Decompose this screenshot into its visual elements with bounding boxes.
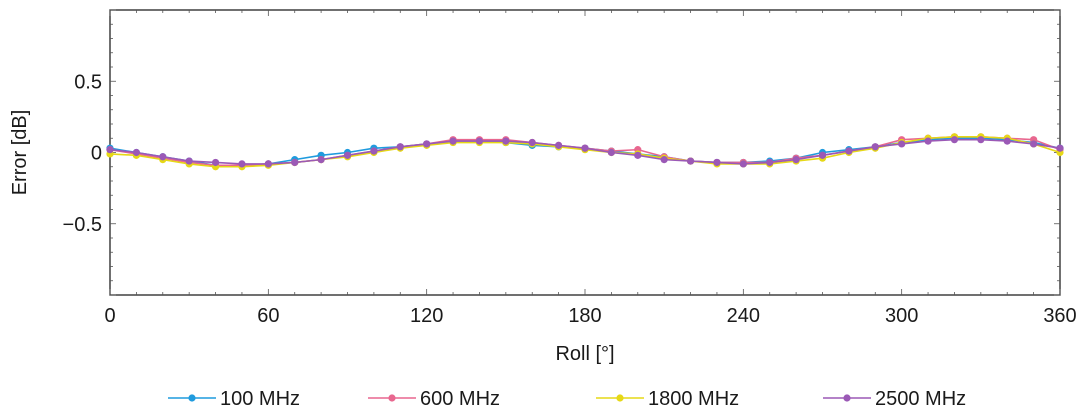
legend-label: 600 MHz [420, 388, 500, 410]
legend-item: 2500 MHz [823, 388, 966, 410]
legend-swatch-marker [843, 394, 851, 402]
data-point [1056, 144, 1064, 152]
data-point [475, 137, 484, 145]
x-tick-label: 300 [885, 305, 918, 327]
y-tick-label: −0.5 [63, 214, 102, 236]
x-tick-label: 0 [104, 305, 115, 327]
data-point [845, 147, 853, 155]
data-point [502, 137, 510, 145]
data-point [1030, 140, 1038, 148]
data-point [1003, 137, 1011, 145]
legend-swatch-marker [388, 394, 396, 402]
legend: 100 MHz 600 MHz 1800 MHz 2500 MHz [168, 388, 966, 410]
x-tick-label: 240 [727, 305, 760, 327]
data-point [370, 147, 378, 155]
data-point [106, 146, 114, 154]
y-tick-label: 0.5 [74, 71, 102, 93]
data-point [343, 151, 352, 159]
data-point [713, 158, 721, 167]
y-tick-label: 0 [91, 143, 102, 165]
legend-swatch-marker [188, 394, 196, 402]
data-point [871, 143, 879, 151]
data-point [660, 156, 668, 164]
data-point [555, 141, 563, 149]
y-axis-title: Error [dB] [9, 110, 31, 196]
legend-item: 100 MHz [168, 388, 300, 410]
series-layer [106, 133, 1064, 171]
legend-item: 600 MHz [368, 388, 500, 410]
legend-item: 1800 MHz [596, 388, 739, 410]
data-point [185, 157, 193, 165]
data-point [686, 157, 695, 165]
data-point [317, 156, 325, 164]
data-point [396, 143, 404, 151]
data-point [977, 136, 985, 144]
data-point [924, 137, 932, 145]
data-point [739, 160, 747, 168]
x-tick-label: 60 [257, 305, 279, 327]
data-point [132, 148, 140, 157]
data-point [818, 151, 827, 159]
data-point [607, 148, 615, 157]
x-axis-title: Roll [°] [555, 343, 614, 365]
data-point [291, 158, 299, 167]
data-point [898, 140, 906, 148]
data-point [211, 158, 220, 167]
x-tick-label: 180 [568, 305, 601, 327]
data-point [159, 153, 167, 161]
data-point [528, 138, 536, 147]
legend-swatch-marker [616, 394, 624, 402]
tick-labels: 0 60 120 180 240 300 360 −0.5 0 0.5 [63, 71, 1077, 327]
legend-label: 100 MHz [220, 388, 300, 410]
data-point [634, 151, 642, 159]
series-2500-mhz [106, 136, 1064, 168]
data-point [423, 140, 431, 148]
x-tick-label: 360 [1043, 305, 1076, 327]
data-point [449, 137, 457, 145]
data-point [238, 160, 246, 168]
legend-label: 2500 MHz [875, 388, 966, 410]
data-point [264, 160, 272, 168]
data-point [792, 156, 800, 164]
legend-label: 1800 MHz [648, 388, 739, 410]
axis-ticks [109, 9, 1061, 296]
data-point [581, 144, 589, 152]
data-point [766, 158, 774, 167]
x-tick-label: 120 [410, 305, 443, 327]
data-point [950, 136, 959, 144]
